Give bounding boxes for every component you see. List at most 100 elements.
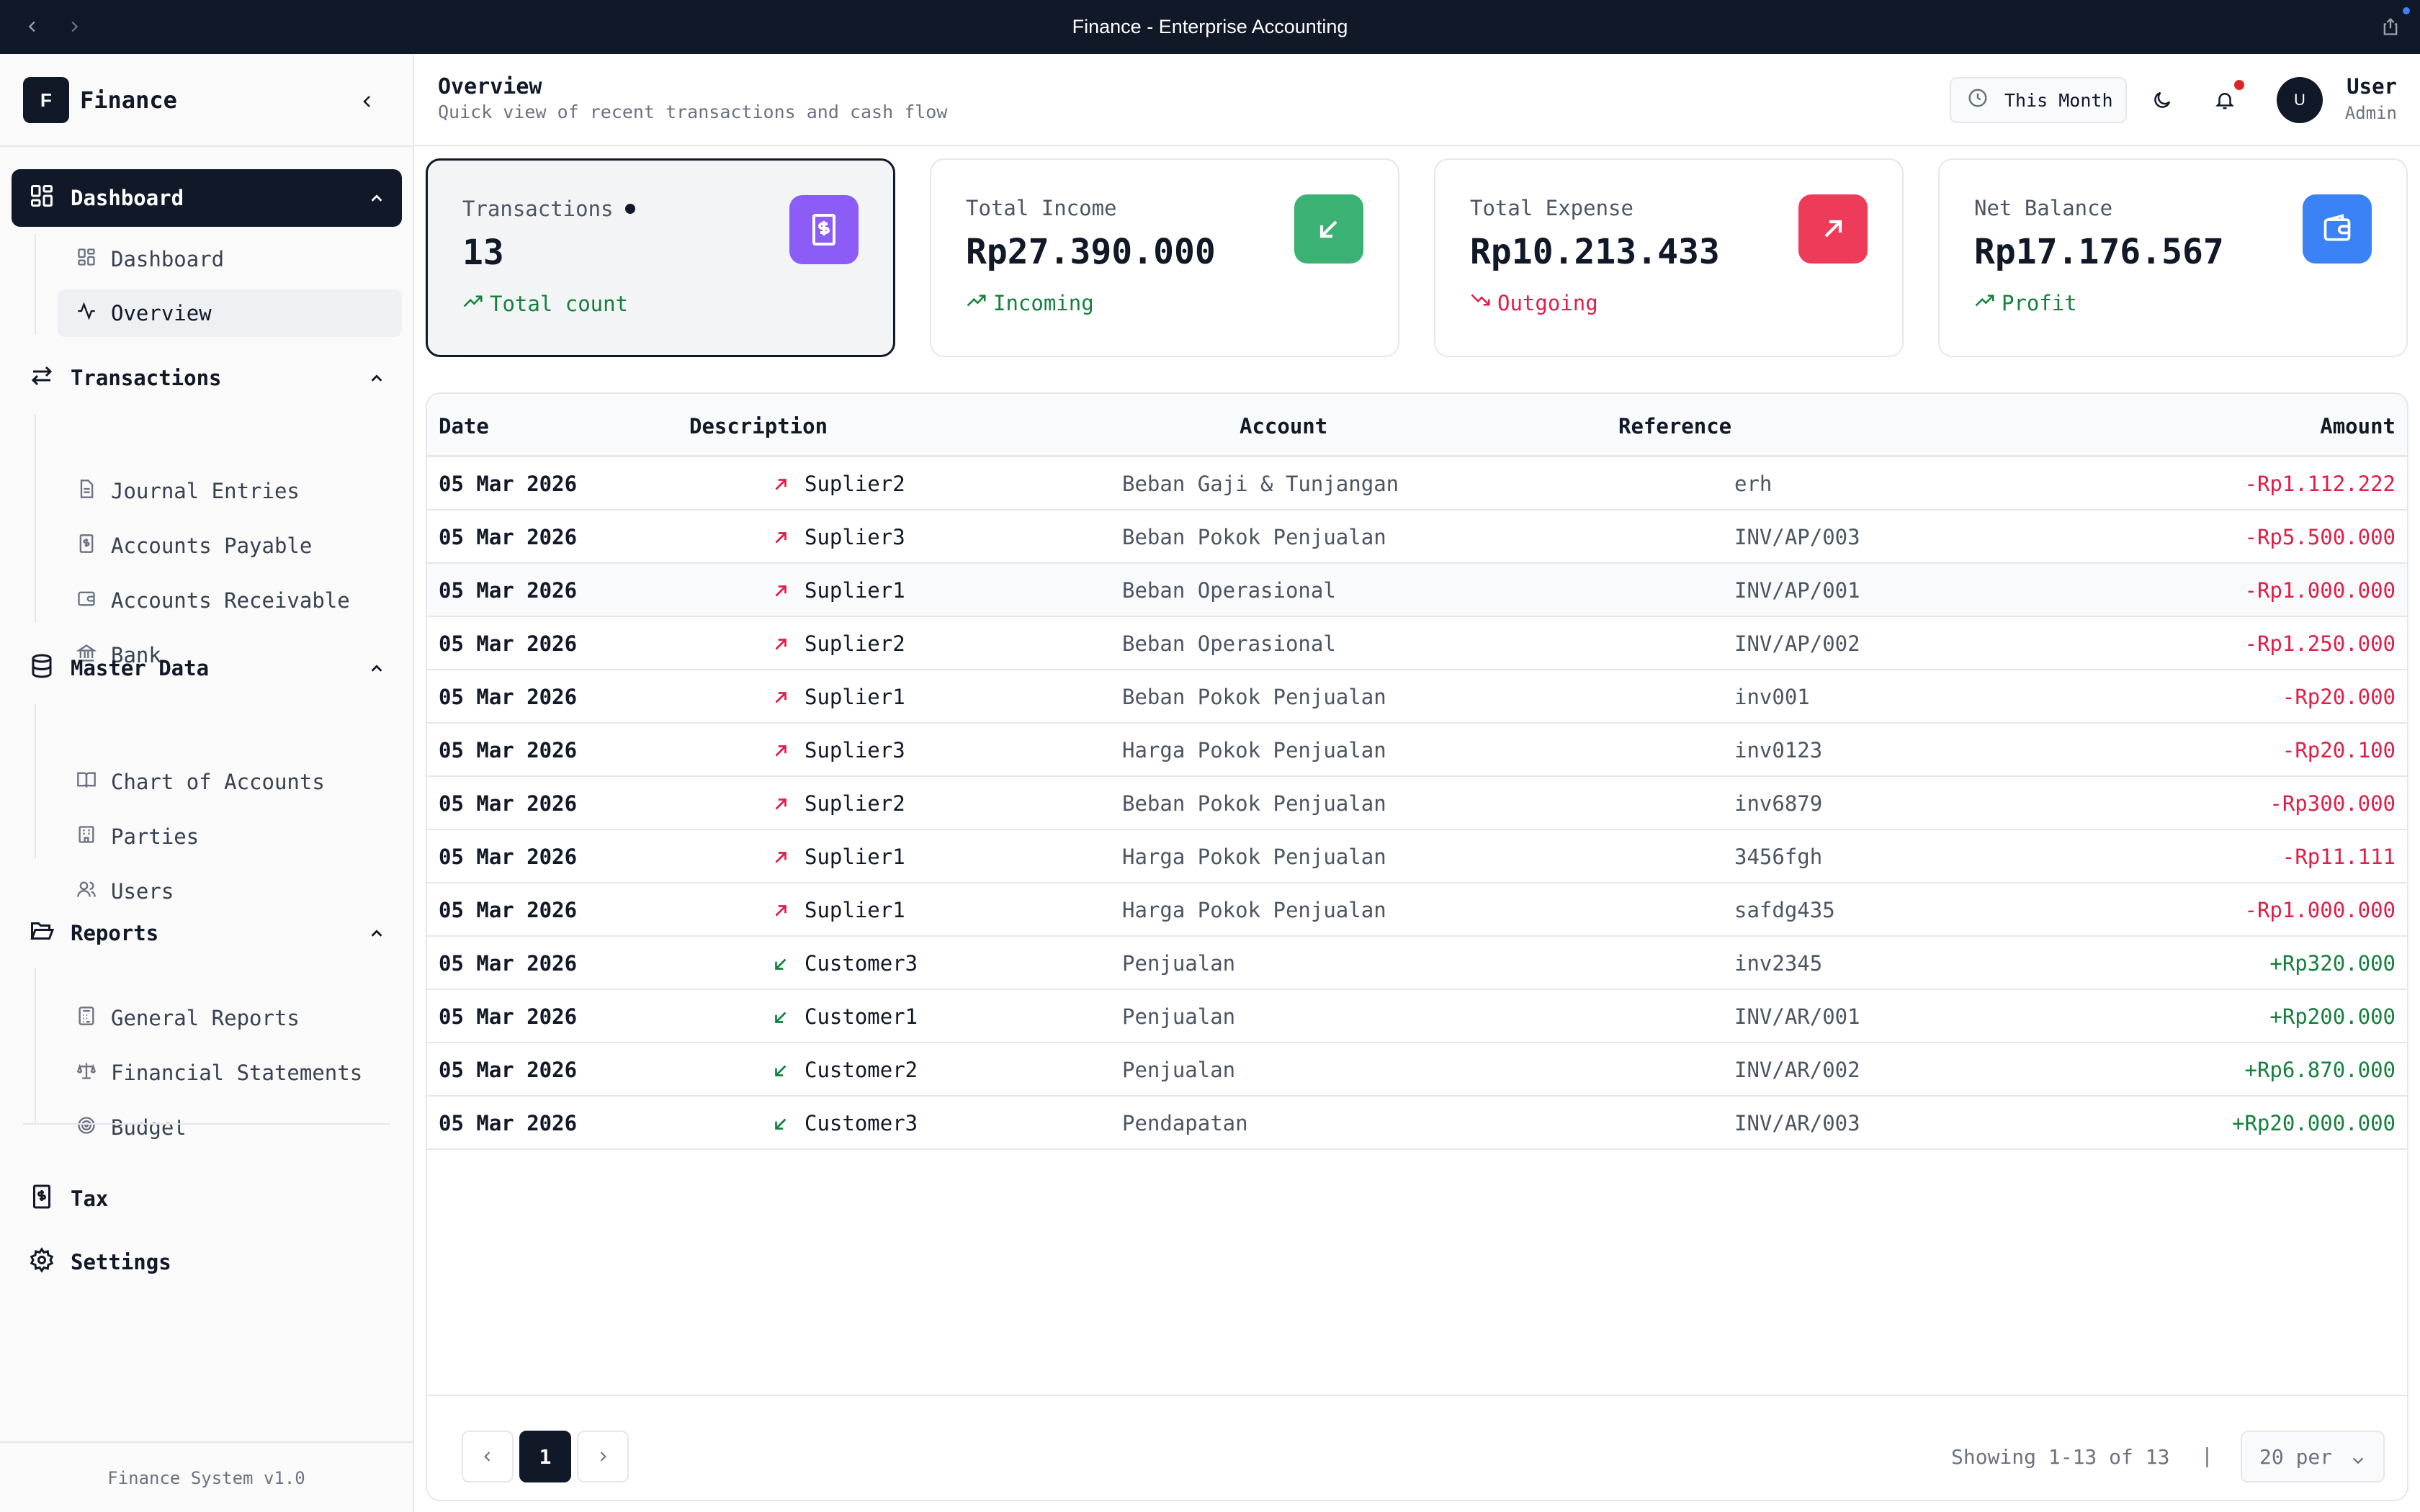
cell-amount: -Rp20.000 — [2282, 685, 2396, 709]
sidebar-item-accounts-receivable[interactable]: Accounts Receivable — [58, 577, 402, 624]
sidebar-item-overview[interactable]: Overview — [58, 289, 402, 337]
sidebar-item-financial-statements[interactable]: Financial Statements — [58, 1049, 402, 1097]
trending-up-icon — [1974, 289, 1996, 316]
cell-account: Beban Gaji & Tunjangan — [1122, 472, 1399, 496]
tree-line — [35, 234, 36, 335]
cell-amount: -Rp1.000.000 — [2244, 898, 2396, 922]
stat-card-total-income[interactable]: Total Income Rp27.390.000 Incoming — [930, 158, 1399, 357]
sidebar-item-label: Budget — [111, 1115, 187, 1140]
nav-group-reports[interactable]: Reports — [12, 904, 402, 962]
table-row[interactable]: 05 Mar 2026 Suplier1 Harga Pokok Penjualan… — [427, 883, 2407, 937]
table-row[interactable]: 05 Mar 2026 Suplier2 Beban Gaji & Tunjanga… — [427, 457, 2407, 510]
sidebar-item-parties[interactable]: Parties — [58, 813, 402, 860]
nav-group-transactions[interactable]: Transactions — [12, 349, 402, 407]
app-logo: F — [23, 77, 69, 123]
table-row[interactable]: 05 Mar 2026 Suplier2 Beban Pokok Penjualan… — [427, 777, 2407, 830]
column-header-date[interactable]: Date — [439, 414, 489, 438]
cell-amount: +Rp320.000 — [2269, 951, 2396, 976]
share-icon[interactable] — [2378, 14, 2403, 39]
sidebar-item-dashboard[interactable]: Dashboard — [58, 235, 402, 283]
table-row[interactable]: 05 Mar 2026 Suplier1 Beban Pokok Penjualan… — [427, 670, 2407, 724]
cell-amount: +Rp20.000.000 — [2232, 1111, 2396, 1135]
cell-account: Harga Pokok Penjualan — [1122, 845, 1386, 869]
sidebar-item-accounts-payable[interactable]: Accounts Payable — [58, 522, 402, 570]
bank-icon — [76, 643, 97, 668]
forward-icon[interactable] — [62, 14, 86, 39]
nav-group-dashboard[interactable]: Dashboard — [12, 169, 402, 227]
sidebar-item-label: Parties — [111, 824, 200, 849]
table-row[interactable]: 05 Mar 2026 Suplier3 Harga Pokok Penjualan… — [427, 724, 2407, 777]
cell-account: Beban Pokok Penjualan — [1122, 685, 1386, 709]
table-row[interactable]: 05 Mar 2026 Suplier3 Beban Pokok Penjualan… — [427, 510, 2407, 564]
column-header-account[interactable]: Account — [1240, 414, 1328, 438]
cell-account: Harga Pokok Penjualan — [1122, 898, 1386, 922]
table-row[interactable]: 05 Mar 2026 Customer3 Pendapatan INV/AR/003… — [427, 1097, 2407, 1150]
avatar[interactable]: U — [2277, 77, 2323, 123]
page-button-current[interactable]: 1 — [519, 1431, 571, 1482]
database-icon — [29, 653, 55, 684]
pagination: 1 Showing 1-13 of 13 | 20 per — [427, 1395, 2407, 1500]
sidebar-item-label: Dashboard — [111, 247, 225, 271]
table-row[interactable]: 05 Mar 2026 Suplier1 Beban Operasional INV/… — [427, 564, 2407, 617]
clock-icon — [1967, 87, 1989, 113]
table-row[interactable]: 05 Mar 2026 Customer1 Penjualan INV/AR/001 +… — [427, 990, 2407, 1043]
moon-icon[interactable] — [2148, 86, 2177, 114]
next-page-button[interactable] — [577, 1431, 629, 1482]
per-page-select[interactable]: 20 per — [2241, 1431, 2385, 1482]
cell-date: 05 Mar 2026 — [439, 685, 578, 709]
sidebar-item-bank[interactable]: Bank — [58, 631, 402, 679]
table-row[interactable]: 05 Mar 2026 Customer2 Penjualan INV/AR/002 +… — [427, 1043, 2407, 1097]
sidebar-item-label: Journal Entries — [111, 479, 300, 503]
scale-icon — [76, 1061, 97, 1086]
nav-group-master-data[interactable]: Master Data — [12, 639, 402, 697]
collapse-sidebar-icon[interactable] — [353, 87, 382, 116]
column-header-amount[interactable]: Amount — [2320, 414, 2396, 438]
cell-reference: erh — [1734, 472, 1773, 496]
period-filter-button[interactable]: This Month — [1950, 77, 2127, 123]
cell-amount: -Rp1.000.000 — [2244, 578, 2396, 603]
table-row[interactable]: 05 Mar 2026 Suplier2 Beban Operasional INV/… — [427, 617, 2407, 670]
sidebar-item-label: Accounts Payable — [111, 534, 313, 558]
grid-icon — [76, 247, 97, 272]
cell-amount: -Rp300.000 — [2269, 791, 2396, 816]
prev-page-button[interactable] — [462, 1431, 514, 1482]
arrow-up-right-icon — [771, 688, 790, 706]
column-header-reference[interactable]: Reference — [1618, 414, 1732, 438]
stat-card-transactions[interactable]: Transactions 13 Total count — [426, 158, 895, 357]
book-icon — [76, 770, 97, 795]
nav-group-label: Reports — [71, 921, 159, 945]
sidebar-item-budget[interactable]: Budget — [58, 1104, 402, 1151]
sidebar-item-general-reports[interactable]: General Reports — [58, 994, 402, 1042]
cell-reference: INV/AR/003 — [1734, 1111, 1860, 1135]
cell-date: 05 Mar 2026 — [439, 472, 578, 496]
user-name: User — [2347, 74, 2397, 99]
stat-card-net-balance[interactable]: Net Balance Rp17.176.567 Profit — [1938, 158, 2408, 357]
sidebar-item-label: Overview — [111, 301, 212, 325]
tree-line — [35, 414, 36, 623]
column-header-description[interactable]: Description — [689, 414, 828, 438]
cell-reference: inv001 — [1734, 685, 1810, 709]
bell-icon[interactable] — [2210, 86, 2239, 114]
sidebar-item-chart-of-accounts[interactable]: Chart of Accounts — [58, 758, 402, 806]
table-row[interactable]: 05 Mar 2026 Suplier1 Harga Pokok Penjualan… — [427, 830, 2407, 883]
nav-item-label: Settings — [71, 1250, 171, 1274]
sidebar-item-label: Users — [111, 879, 174, 904]
nav-item-settings[interactable]: Settings — [12, 1233, 402, 1291]
back-icon[interactable] — [20, 14, 45, 39]
table-row[interactable]: 05 Mar 2026 Customer3 Penjualan inv2345 +Rp3… — [427, 937, 2407, 990]
sidebar-item-journal-entries[interactable]: Journal Entries — [58, 467, 402, 515]
nav-item-tax[interactable]: Tax — [12, 1170, 402, 1228]
cell-amount: -Rp1.250.000 — [2244, 631, 2396, 656]
sidebar-item-users[interactable]: Users — [58, 868, 402, 915]
cell-account: Beban Pokok Penjualan — [1122, 525, 1386, 549]
arrow-up-right-icon — [771, 901, 790, 919]
stat-label: Transactions — [462, 197, 614, 221]
chevron-up-icon — [367, 924, 386, 943]
sidebar-item-label: Accounts Receivable — [111, 588, 350, 613]
receipt-dollar-icon — [789, 195, 859, 264]
stat-card-total-expense[interactable]: Total Expense Rp10.213.433 Outgoing — [1434, 158, 1904, 357]
trending-up-icon — [462, 290, 484, 317]
arrow-down-left-icon — [1294, 194, 1363, 264]
stat-label: Net Balance — [1974, 196, 2113, 220]
cell-amount: -Rp20.100 — [2282, 738, 2396, 762]
